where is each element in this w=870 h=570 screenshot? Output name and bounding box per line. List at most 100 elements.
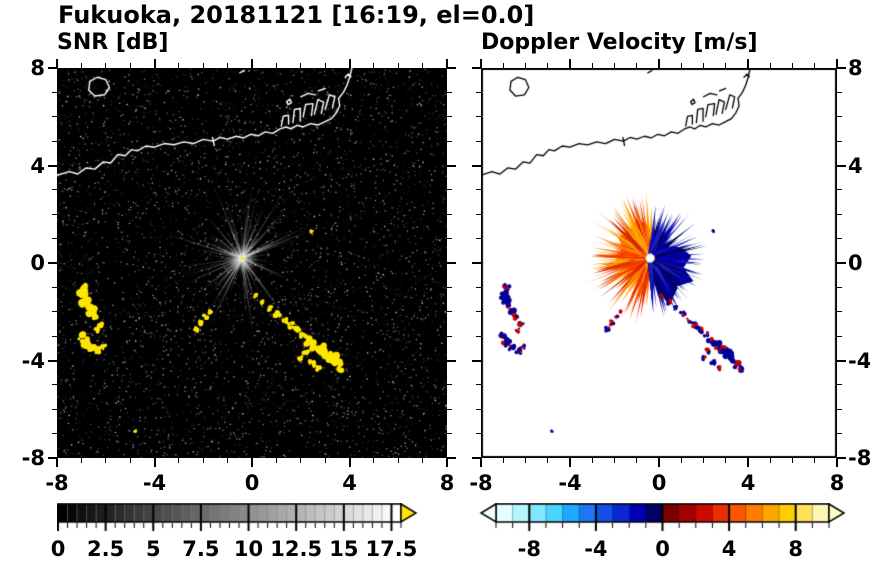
axis-tick	[105, 63, 107, 68]
snr-y-tick-label: -4	[21, 348, 45, 373]
axis-tick	[447, 359, 456, 362]
axis-tick	[636, 458, 638, 463]
axis-tick	[837, 91, 842, 93]
axis-tick	[769, 63, 771, 68]
axis-tick	[48, 164, 57, 167]
axis-tick	[422, 63, 424, 68]
snr-panel-title: SNR [dB]	[57, 30, 169, 55]
doppler-x-tick-label: -4	[558, 471, 582, 495]
doppler-y-tick-label: 8	[848, 56, 863, 80]
axis-tick	[348, 458, 351, 467]
axis-tick	[447, 286, 452, 288]
snr-x-tick-label: 0	[244, 471, 260, 495]
axis-tick	[447, 457, 456, 459]
doppler-x-tick-label: 4	[740, 471, 756, 495]
axis-tick	[836, 59, 838, 68]
axis-tick	[227, 458, 229, 463]
axis-tick	[52, 384, 57, 386]
axis-tick	[502, 458, 504, 463]
axis-tick	[837, 140, 842, 142]
axis-tick	[52, 311, 57, 313]
snr-colorbar-tick-label: 5	[145, 537, 161, 561]
axis-tick	[476, 91, 481, 93]
axis-tick	[48, 359, 57, 362]
axis-tick	[52, 238, 57, 240]
axis-tick	[476, 311, 481, 313]
axis-tick	[837, 433, 842, 435]
axis-tick	[472, 164, 481, 167]
axis-tick	[769, 458, 771, 463]
axis-tick	[747, 59, 749, 68]
axis-tick	[547, 458, 549, 463]
axis-tick	[814, 63, 816, 68]
axis-tick	[300, 458, 302, 463]
axis-tick	[837, 116, 842, 118]
axis-tick	[480, 458, 482, 467]
axis-tick	[447, 335, 452, 337]
axis-tick	[227, 63, 229, 68]
axis-tick	[373, 63, 375, 68]
axis-tick	[447, 140, 452, 142]
axis-tick	[447, 433, 452, 435]
axis-tick	[48, 457, 57, 459]
axis-tick	[472, 262, 481, 264]
axis-tick	[202, 458, 204, 463]
doppler-x-tick-label: 0	[651, 471, 667, 495]
axis-tick	[178, 63, 180, 68]
axis-tick	[837, 457, 846, 459]
snr-y-tick-label: 0	[30, 251, 45, 275]
axis-tick	[476, 189, 481, 191]
axis-tick	[472, 359, 481, 362]
axis-tick	[447, 67, 456, 69]
axis-tick	[476, 286, 481, 288]
axis-tick	[837, 384, 842, 386]
figure-title: Fukuoka, 20181121 [16:19, el=0.0]	[58, 1, 535, 29]
snr-x-tick-label: -4	[142, 471, 167, 495]
snr-colorbar-tick-label: 15	[329, 537, 359, 561]
snr-x-tick-label: 8	[439, 471, 455, 495]
axis-tick	[447, 213, 452, 215]
doppler-y-tick-label: 0	[848, 251, 863, 275]
axis-tick	[80, 63, 82, 68]
axis-tick	[202, 63, 204, 68]
snr-y-tick-label: -8	[21, 446, 45, 470]
axis-tick	[591, 63, 593, 68]
axis-tick	[702, 63, 705, 68]
axis-tick	[52, 140, 57, 142]
axis-tick	[837, 335, 842, 337]
axis-tick	[447, 311, 452, 313]
axis-tick	[476, 140, 481, 142]
axis-tick	[476, 408, 481, 410]
axis-tick	[591, 458, 593, 463]
axis-tick	[837, 67, 846, 69]
axis-tick	[547, 63, 549, 68]
axis-tick	[447, 262, 456, 264]
axis-tick	[129, 458, 131, 463]
doppler-panel-title: Doppler Velocity [m/s]	[481, 30, 758, 55]
axis-tick	[814, 458, 816, 463]
axis-tick	[476, 238, 481, 240]
axis-tick	[702, 458, 705, 463]
doppler-colorbar-tick-label: 0	[655, 537, 670, 561]
axis-tick	[324, 63, 326, 68]
axis-tick	[48, 67, 57, 69]
axis-tick	[397, 63, 399, 68]
axis-tick	[324, 458, 326, 463]
axis-tick	[472, 457, 481, 459]
axis-tick	[569, 458, 571, 467]
axis-tick	[680, 458, 682, 463]
axis-tick	[837, 189, 842, 191]
doppler-x-tick-label: 8	[829, 471, 845, 495]
axis-tick	[524, 63, 527, 68]
axis-tick	[447, 116, 452, 118]
axis-tick	[836, 458, 838, 467]
axis-tick	[725, 63, 727, 68]
axis-tick	[658, 458, 660, 467]
axis-tick	[613, 63, 616, 68]
axis-tick	[447, 164, 456, 167]
axis-tick	[129, 63, 131, 68]
axis-tick	[105, 458, 107, 463]
axis-tick	[476, 433, 481, 435]
snr-colorbar-tick-label: 0	[50, 537, 66, 561]
